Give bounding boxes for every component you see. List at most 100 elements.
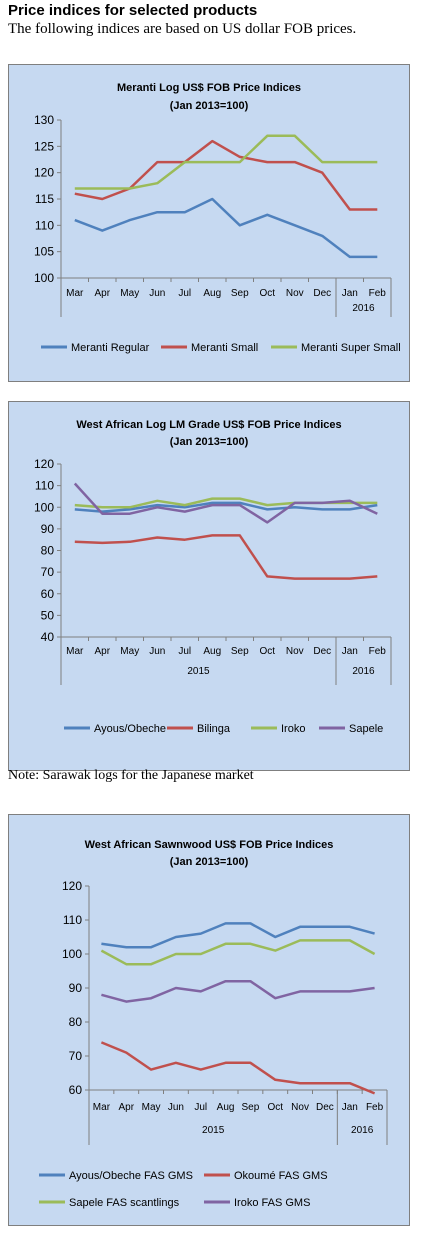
x-tick-label: Dec	[313, 288, 331, 299]
legend-label: Meranti Small	[191, 342, 258, 354]
x-tick-label: Jan	[342, 288, 358, 299]
plot-area	[61, 464, 391, 637]
x-tick-label: Jan	[342, 646, 358, 657]
y-tick-label: 100	[34, 500, 54, 514]
note-text: Note: Sarawak logs for the Japanese mark…	[8, 768, 254, 783]
y-tick-label: 100	[62, 947, 82, 961]
x-tick-label: Aug	[203, 646, 221, 657]
y-tick-label: 120	[62, 879, 82, 893]
year-label: 2015	[202, 1125, 225, 1136]
y-tick-label: 70	[41, 565, 55, 579]
x-tick-label: Mar	[66, 646, 84, 657]
series-line-3	[100, 939, 376, 966]
x-tick-label: Oct	[259, 646, 275, 657]
y-tick-label: 90	[69, 981, 83, 995]
year-label: 2016	[351, 1125, 374, 1136]
chart-svg: West African Log LM Grade US$ FOB Price …	[34, 419, 392, 735]
y-tick-label: 60	[69, 1083, 83, 1097]
year-label: 2015	[187, 666, 210, 677]
chart-subtitle: (Jan 2013=100)	[170, 100, 249, 112]
legend-label: Ayous/Obeche	[94, 723, 166, 735]
x-tick-label: Apr	[94, 288, 110, 299]
legend-label: Okoumé FAS GMS	[234, 1170, 328, 1182]
x-tick-label: Feb	[369, 646, 387, 657]
x-tick-label: Oct	[267, 1102, 283, 1113]
year-label: 2016	[352, 303, 375, 314]
x-tick-label: Sep	[231, 646, 249, 657]
x-tick-label: Jul	[194, 1102, 207, 1113]
chart-svg: West African Sawnwood US$ FOB Price Indi…	[39, 839, 388, 1209]
y-tick-label: 115	[35, 192, 54, 206]
x-tick-label: May	[142, 1102, 161, 1113]
y-tick-label: 90	[41, 522, 55, 536]
legend-label: Meranti Regular	[71, 342, 150, 354]
chart-west-african-sawnwood: West African Sawnwood US$ FOB Price Indi…	[8, 814, 410, 1226]
page-subheading: The following indices are based on US do…	[8, 21, 357, 37]
legend-label: Ayous/Obeche FAS GMS	[69, 1170, 193, 1182]
legend-label: Bilinga	[197, 723, 231, 735]
chart-west-african-log: West African Log LM Grade US$ FOB Price …	[8, 401, 410, 771]
legend-label: Meranti Super Small	[301, 342, 401, 354]
series-line-1	[74, 501, 378, 513]
y-tick-label: 40	[41, 630, 55, 644]
chart-subtitle: (Jan 2013=100)	[170, 436, 249, 448]
x-tick-label: Apr	[118, 1102, 134, 1113]
plot-area	[61, 120, 391, 278]
legend-label: Sapele FAS scantlings	[69, 1197, 180, 1209]
x-tick-label: Nov	[286, 288, 304, 299]
y-tick-label: 105	[34, 245, 54, 259]
chart-meranti-log: Meranti Log US$ FOB Price Indices (Jan 20…	[8, 64, 410, 382]
chart-title: Meranti Log US$ FOB Price Indices	[117, 82, 301, 94]
y-tick-label: 70	[69, 1049, 83, 1063]
y-tick-label: 60	[41, 587, 55, 601]
y-tick-label: 110	[35, 218, 54, 232]
plot-area	[89, 886, 387, 1090]
series-line-2	[74, 139, 378, 211]
series-line-1	[74, 197, 378, 259]
x-tick-label: Mar	[93, 1102, 111, 1113]
x-tick-label: May	[120, 646, 139, 657]
chart-title: West African Sawnwood US$ FOB Price Indi…	[85, 839, 334, 851]
y-tick-label: 130	[34, 113, 54, 127]
x-tick-label: Jan	[342, 1102, 358, 1113]
x-tick-label: Sep	[242, 1102, 260, 1113]
series-line-2	[100, 1041, 376, 1095]
y-tick-label: 120	[34, 166, 54, 180]
x-tick-label: Dec	[316, 1102, 334, 1113]
x-tick-label: Nov	[291, 1102, 309, 1113]
x-tick-label: Nov	[286, 646, 304, 657]
y-tick-label: 80	[41, 544, 55, 558]
series-line-2	[74, 534, 378, 580]
x-tick-label: Oct	[259, 288, 275, 299]
x-tick-label: Aug	[203, 288, 221, 299]
x-tick-label: Dec	[313, 646, 331, 657]
y-tick-label: 80	[69, 1015, 83, 1029]
legend-label: Iroko FAS GMS	[234, 1197, 310, 1209]
legend-label: Sapele	[349, 723, 383, 735]
y-tick-label: 50	[41, 608, 55, 622]
series-line-1	[101, 922, 375, 949]
y-tick-label: 110	[35, 479, 54, 493]
x-tick-label: Apr	[94, 646, 110, 657]
series-line-3	[74, 134, 378, 190]
y-tick-label: 120	[34, 457, 54, 471]
series-line-4	[73, 482, 378, 524]
x-tick-label: Mar	[66, 288, 84, 299]
x-tick-label: Aug	[217, 1102, 235, 1113]
chart-svg: Meranti Log US$ FOB Price Indices (Jan 20…	[34, 82, 401, 354]
y-tick-label: 125	[34, 139, 54, 153]
x-tick-label: Jun	[168, 1102, 184, 1113]
x-tick-label: May	[120, 288, 139, 299]
x-tick-label: Sep	[231, 288, 249, 299]
chart-subtitle: (Jan 2013=100)	[170, 856, 249, 868]
page-heading: Price indices for selected products	[8, 2, 258, 19]
year-label: 2016	[352, 666, 375, 677]
x-tick-label: Feb	[369, 288, 387, 299]
series-line-4	[101, 979, 375, 1003]
x-tick-label: Jun	[149, 288, 165, 299]
y-tick-label: 110	[63, 913, 82, 927]
chart-title: West African Log LM Grade US$ FOB Price …	[76, 419, 341, 431]
x-tick-label: Feb	[366, 1102, 384, 1113]
y-tick-label: 100	[34, 271, 54, 285]
x-tick-label: Jul	[178, 288, 191, 299]
